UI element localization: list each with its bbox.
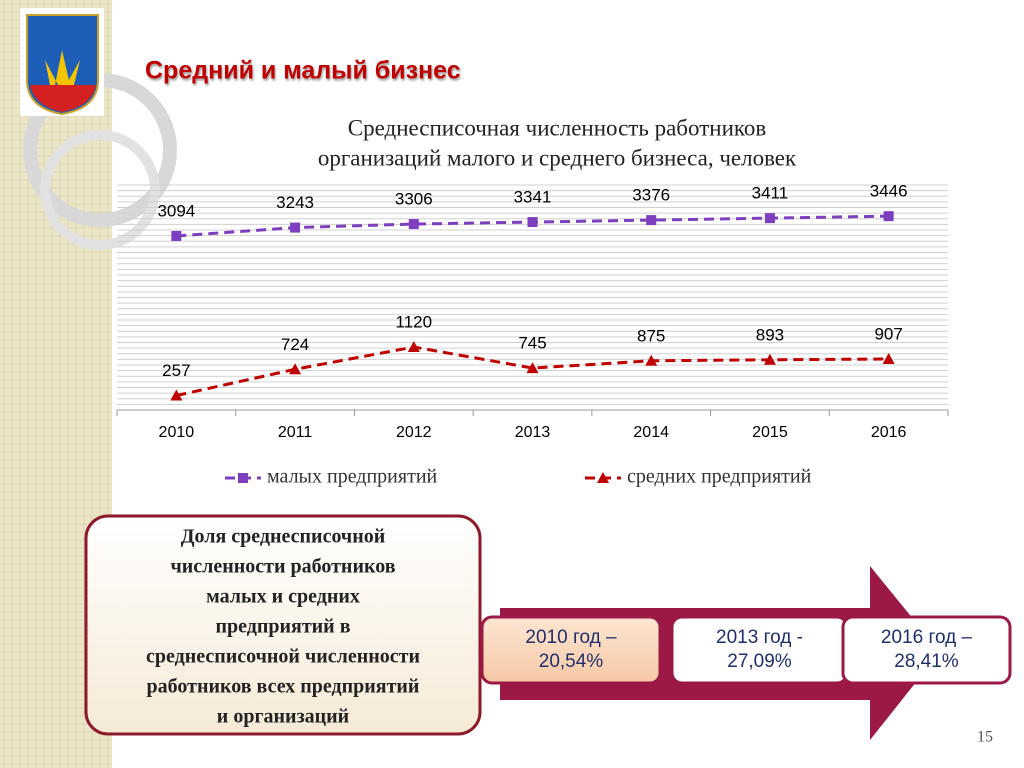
chart: Среднесписочная численность работников ор… bbox=[116, 115, 949, 488]
marker bbox=[527, 217, 538, 228]
marker bbox=[171, 230, 182, 241]
data-label: 893 bbox=[756, 325, 784, 344]
marker bbox=[764, 213, 775, 224]
marker bbox=[407, 341, 420, 352]
chart-title: организаций малого и среднего бизнеса, ч… bbox=[318, 145, 797, 170]
data-label: 907 bbox=[874, 324, 902, 343]
x-tick-label: 2014 bbox=[633, 424, 669, 441]
data-label: 3094 bbox=[157, 201, 195, 220]
x-tick-label: 2010 bbox=[159, 424, 195, 441]
data-label: 875 bbox=[637, 326, 665, 345]
x-tick-label: 2016 bbox=[871, 424, 907, 441]
callout-box bbox=[841, 615, 1012, 685]
callout-box bbox=[480, 615, 662, 685]
data-label: 3306 bbox=[395, 190, 433, 209]
legend-label: малых предприятий bbox=[267, 466, 438, 488]
callout-text: 28,41% bbox=[894, 651, 959, 672]
marker bbox=[170, 389, 183, 401]
marker bbox=[289, 363, 302, 375]
legend-marker bbox=[238, 473, 248, 483]
marker bbox=[646, 215, 657, 226]
x-tick-label: 2015 bbox=[752, 424, 788, 441]
callout-text: 20,54% bbox=[539, 651, 604, 672]
info-box bbox=[84, 514, 482, 736]
data-label: 3376 bbox=[632, 186, 670, 205]
info-text: работников всех предприятий bbox=[147, 676, 420, 698]
info-text: Доля среднесписочной bbox=[181, 526, 386, 548]
data-label: 745 bbox=[518, 334, 546, 353]
legend-label: средних предприятий bbox=[627, 466, 812, 488]
slide-title: Средний и малый бизнес bbox=[145, 57, 461, 85]
emblem-part bbox=[45, 50, 80, 85]
info-text: малых и средних bbox=[206, 586, 360, 608]
data-label: 724 bbox=[281, 335, 309, 354]
callout-text: 2013 год - bbox=[716, 627, 803, 648]
info-text: предприятий в bbox=[215, 616, 350, 638]
data-label: 1120 bbox=[396, 312, 433, 331]
chart-title: Среднесписочная численность работников bbox=[348, 115, 767, 140]
data-label: 3411 bbox=[752, 184, 789, 203]
x-tick-label: 2011 bbox=[278, 424, 313, 441]
x-tick-label: 2013 bbox=[515, 424, 551, 441]
marker bbox=[526, 362, 539, 374]
decor-circle bbox=[40, 130, 160, 250]
marker bbox=[883, 211, 894, 222]
legend-marker bbox=[597, 472, 609, 483]
data-label: 3243 bbox=[276, 193, 314, 212]
callout-text: 2010 год – bbox=[525, 627, 617, 648]
data-label: 257 bbox=[162, 361, 190, 380]
page-number: 15 bbox=[977, 729, 993, 746]
data-label: 3446 bbox=[870, 182, 908, 201]
data-label: 3341 bbox=[514, 188, 552, 207]
marker bbox=[290, 222, 301, 233]
info-text: численности работников bbox=[170, 556, 395, 578]
marker bbox=[645, 354, 658, 366]
info-text: и организаций bbox=[217, 706, 349, 728]
callout-text: 2016 год – bbox=[881, 627, 973, 648]
x-tick-label: 2012 bbox=[396, 424, 432, 441]
info-text: среднесписочной численности bbox=[146, 646, 420, 668]
callout-text: 27,09% bbox=[727, 651, 792, 672]
marker bbox=[763, 353, 776, 365]
marker bbox=[408, 219, 419, 230]
marker bbox=[882, 352, 895, 364]
emblem-part bbox=[30, 85, 96, 112]
